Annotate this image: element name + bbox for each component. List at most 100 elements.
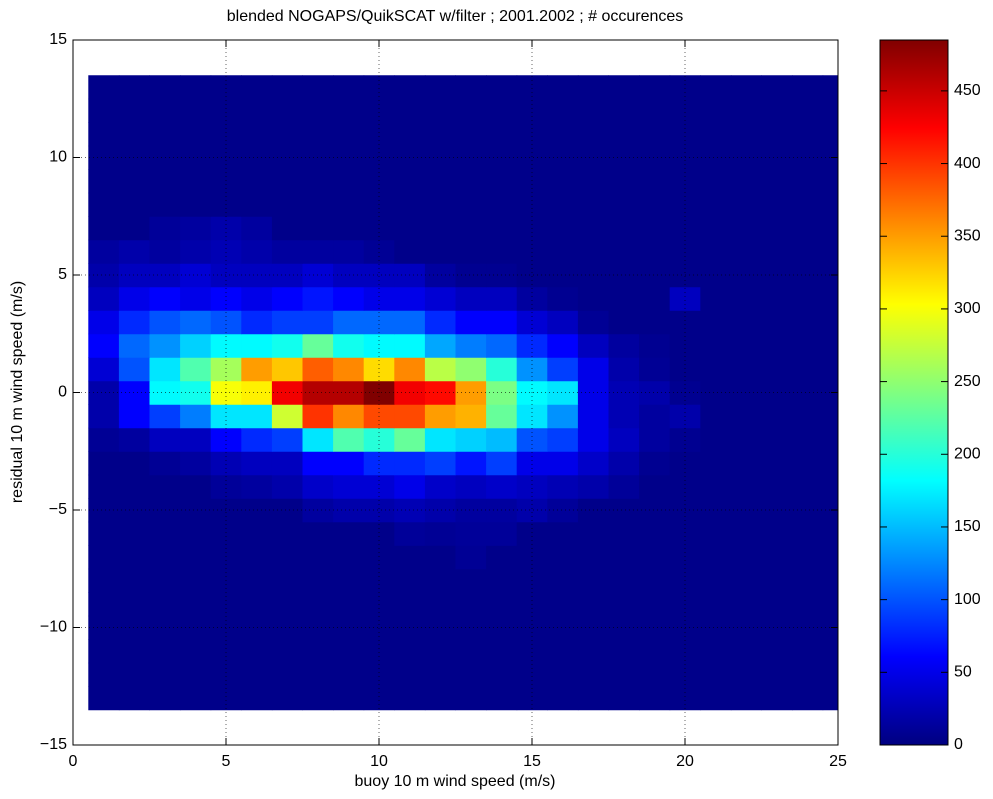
heatmap-cell (639, 357, 671, 382)
heatmap-cell (792, 474, 824, 499)
heatmap-cell (333, 615, 365, 640)
heatmap-cell (455, 169, 487, 194)
heatmap-cell (210, 451, 242, 476)
heatmap-cell (486, 474, 518, 499)
heatmap-cell (577, 404, 609, 429)
heatmap-cell (761, 310, 793, 335)
heatmap-cell (118, 145, 150, 170)
heatmap-cell (608, 333, 640, 358)
heatmap (88, 75, 838, 711)
heatmap-cell (210, 521, 242, 546)
heatmap-cell (333, 310, 365, 335)
heatmap-cell (210, 333, 242, 358)
heatmap-cell (516, 357, 548, 382)
heatmap-cell (547, 98, 579, 123)
heatmap-cell (333, 474, 365, 499)
heatmap-cell (363, 357, 395, 382)
heatmap-cell (608, 169, 640, 194)
heatmap-cell (516, 333, 548, 358)
heatmap-cell (118, 686, 150, 711)
heatmap-cell (394, 545, 426, 570)
heatmap-cell (455, 404, 487, 429)
heatmap-cell (302, 474, 334, 499)
heatmap-cell (792, 239, 824, 264)
heatmap-cell (271, 615, 303, 640)
heatmap-cell (149, 216, 181, 241)
heatmap-cell (271, 310, 303, 335)
heatmap-cell (577, 521, 609, 546)
heatmap-cell (88, 498, 120, 523)
heatmap-cell (700, 216, 732, 241)
heatmap-cell (88, 192, 120, 217)
heatmap-cell (424, 380, 456, 405)
heatmap-cell (700, 310, 732, 335)
heatmap-cell (761, 404, 793, 429)
heatmap-cell (241, 498, 273, 523)
heatmap-cell (118, 451, 150, 476)
heatmap-cell (730, 333, 762, 358)
heatmap-cell (149, 686, 181, 711)
heatmap-cell (700, 75, 732, 100)
heatmap-cell (180, 521, 212, 546)
heatmap-cell (455, 357, 487, 382)
heatmap-cell (424, 192, 456, 217)
heatmap-cell (700, 357, 732, 382)
heatmap-cell (180, 263, 212, 288)
heatmap-cell (516, 521, 548, 546)
heatmap-cell (302, 122, 334, 147)
heatmap-cell (577, 474, 609, 499)
heatmap-cell (363, 286, 395, 311)
heatmap-cell (118, 380, 150, 405)
heatmap-cell (241, 404, 273, 429)
heatmap-cell (761, 568, 793, 593)
heatmap-cell (516, 310, 548, 335)
heatmap-cell (241, 122, 273, 147)
heatmap-cell (792, 662, 824, 687)
heatmap-cell (180, 357, 212, 382)
heatmap-cell (149, 404, 181, 429)
y-tick-label: −10 (40, 619, 67, 636)
heatmap-cell (639, 98, 671, 123)
heatmap-cell (333, 216, 365, 241)
heatmap-cell (424, 427, 456, 452)
colorbar-tick-label: 50 (954, 664, 972, 681)
heatmap-cell (577, 75, 609, 100)
heatmap-cell (363, 263, 395, 288)
heatmap-cell (577, 662, 609, 687)
heatmap-cell (486, 98, 518, 123)
heatmap-cell (149, 333, 181, 358)
heatmap-cell (424, 568, 456, 593)
heatmap-cell (455, 474, 487, 499)
heatmap-cell (241, 333, 273, 358)
heatmap-cell (302, 521, 334, 546)
heatmap-cell (792, 122, 824, 147)
heatmap-cell (118, 310, 150, 335)
colorbar-tick-label: 400 (954, 155, 981, 172)
heatmap-cell (149, 169, 181, 194)
heatmap-cell (302, 427, 334, 452)
heatmap-cell (486, 639, 518, 664)
heatmap-cell (271, 98, 303, 123)
heatmap-cell (394, 310, 426, 335)
heatmap-cell (700, 662, 732, 687)
heatmap-cell (730, 263, 762, 288)
heatmap-cell (363, 639, 395, 664)
heatmap-cell (271, 239, 303, 264)
heatmap-cell (577, 310, 609, 335)
heatmap-cell (700, 98, 732, 123)
heatmap-cell (363, 451, 395, 476)
heatmap-cell (424, 333, 456, 358)
y-tick-label: −5 (49, 501, 67, 518)
heatmap-cell (792, 357, 824, 382)
heatmap-cell (394, 451, 426, 476)
heatmap-cell (271, 380, 303, 405)
heatmap-cell (210, 263, 242, 288)
heatmap-cell (608, 286, 640, 311)
heatmap-cell (608, 98, 640, 123)
colorbar-tick-label: 350 (954, 227, 981, 244)
heatmap-cell (669, 639, 701, 664)
heatmap-cell (210, 357, 242, 382)
heatmap-cell (180, 192, 212, 217)
heatmap-cell (516, 427, 548, 452)
